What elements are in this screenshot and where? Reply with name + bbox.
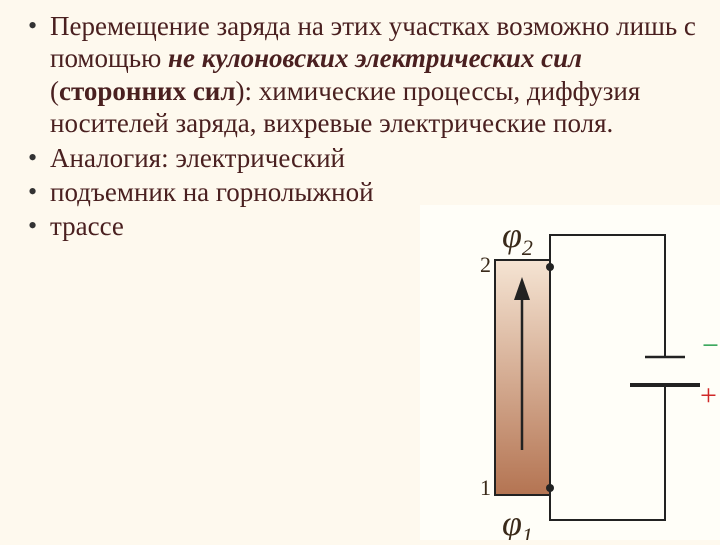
circuit-diagram: φ2 2 φ1 1 − + [420, 205, 720, 540]
bullet-3: подъемник на горнолыжной [20, 176, 700, 208]
wire-top [550, 235, 665, 345]
phi-2-label: φ2 [502, 215, 533, 260]
circuit-svg: φ2 2 φ1 1 − + [420, 205, 720, 540]
bullet-1: Перемещение заряда на этих участках возм… [20, 10, 700, 140]
wire-bottom [550, 400, 665, 520]
plus-label: + [700, 379, 717, 412]
node-1-label: 1 [480, 475, 491, 500]
phi-1-label: φ1 [502, 503, 533, 540]
node-2-label: 2 [480, 252, 491, 277]
minus-label: − [702, 329, 719, 362]
bullet-1-bold: сторонних сил [59, 76, 236, 106]
bullet-2: Аналогия: электрический [20, 142, 700, 174]
bullet-1-mid: ( [50, 76, 59, 106]
bullet-1-italic: не кулоновских электрических сил [168, 43, 582, 73]
